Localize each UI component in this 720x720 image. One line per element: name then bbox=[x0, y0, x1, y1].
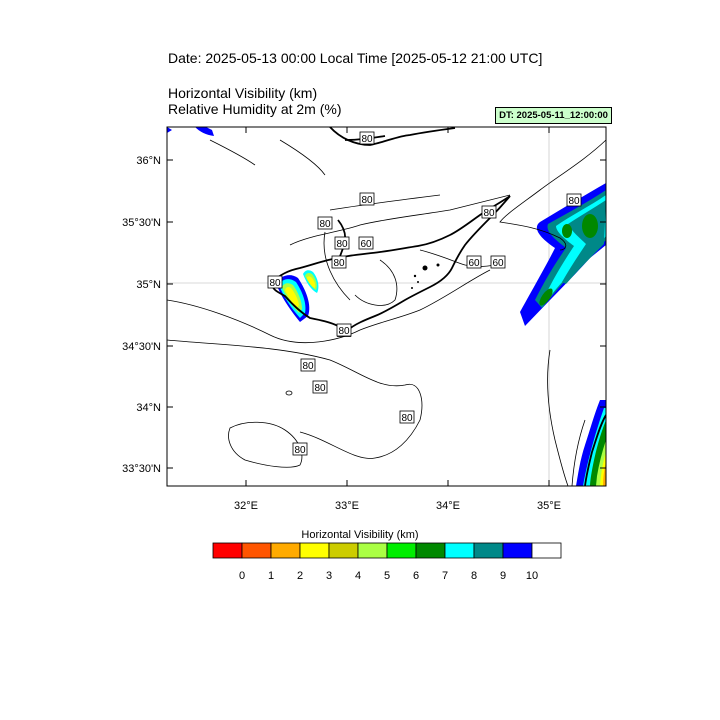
map-plot-area bbox=[167, 127, 606, 486]
lat-label: 35°N bbox=[136, 279, 161, 291]
contour-line bbox=[279, 139, 326, 176]
svg-text:80: 80 bbox=[314, 383, 326, 394]
contour-line bbox=[228, 421, 303, 468]
lon-label: 35°E bbox=[537, 500, 561, 512]
contour-line bbox=[167, 339, 423, 459]
svg-text:80: 80 bbox=[568, 196, 580, 207]
levant-coastline bbox=[584, 414, 606, 486]
svg-text:80: 80 bbox=[319, 219, 331, 230]
contour-line bbox=[571, 419, 586, 486]
lat-label: 34°30'N bbox=[122, 341, 161, 353]
visibility-shading-east bbox=[520, 183, 606, 326]
svg-text:80: 80 bbox=[361, 195, 373, 206]
lon-label: 34°E bbox=[436, 500, 460, 512]
lat-label: 34°N bbox=[136, 402, 161, 414]
turkey-coastline bbox=[329, 127, 456, 146]
colorbar-tick-label: 4 bbox=[355, 570, 361, 582]
svg-text:60: 60 bbox=[468, 258, 480, 269]
colorbar-swatch bbox=[415, 542, 446, 559]
contour-label: 80 bbox=[359, 192, 375, 206]
contour-line bbox=[209, 139, 256, 166]
colorbar-swatch bbox=[502, 542, 533, 559]
colorbar-tick-label: 1 bbox=[268, 570, 274, 582]
contour-line bbox=[547, 349, 569, 486]
colorbar-swatch bbox=[299, 542, 330, 559]
variable-title-visibility: Horizontal Visibility (km) bbox=[168, 85, 318, 101]
cyprus-details bbox=[411, 263, 440, 289]
latitude-axis: 36°N 35°30'N 35°N 34°30'N 34°N 33°30'N bbox=[122, 155, 606, 475]
colorbar-swatch bbox=[531, 542, 562, 559]
svg-text:80: 80 bbox=[269, 278, 281, 289]
colorbar-title: Horizontal Visibility (km) bbox=[301, 529, 419, 541]
visibility-shading-northwest bbox=[167, 127, 214, 136]
colorbar-swatch bbox=[386, 542, 417, 559]
visibility-shading-southeast bbox=[576, 400, 606, 486]
coastlines bbox=[271, 127, 606, 486]
contour-line bbox=[354, 259, 398, 306]
contour-label: 80 bbox=[359, 131, 375, 145]
longitude-axis: 32°E 33°E 34°E 35°E bbox=[234, 127, 561, 512]
svg-text:80: 80 bbox=[361, 134, 373, 145]
contour-line bbox=[167, 269, 491, 343]
svg-text:80: 80 bbox=[483, 208, 495, 219]
colorbar-tick-label: 10 bbox=[526, 570, 538, 582]
dt-badge: DT: 2025-05-11_12:00:00 bbox=[495, 107, 612, 124]
svg-text:60: 60 bbox=[360, 239, 372, 250]
graticule bbox=[167, 127, 606, 486]
colorbar-tick-label: 2 bbox=[297, 570, 303, 582]
colorbar-swatch bbox=[444, 542, 475, 559]
colorbar-tick-label: 7 bbox=[442, 570, 448, 582]
contour-label: 80 bbox=[300, 358, 316, 372]
colorbar-tick-label: 8 bbox=[471, 570, 477, 582]
contour-label: 80 bbox=[312, 380, 328, 394]
colorbar-swatch bbox=[212, 542, 243, 559]
colorbar-tick-label: 3 bbox=[326, 570, 332, 582]
contour-label: 60 bbox=[466, 255, 482, 269]
visibility-shading-west-cyprus bbox=[276, 207, 493, 322]
svg-text:80: 80 bbox=[338, 326, 350, 337]
contour-label: 60 bbox=[490, 255, 506, 269]
svg-text:80: 80 bbox=[401, 413, 413, 424]
contour-label: 80 bbox=[334, 236, 350, 250]
contour-label: 80 bbox=[267, 275, 283, 289]
humidity-contours bbox=[167, 139, 606, 486]
contour-label: 80 bbox=[331, 255, 347, 269]
lat-label: 33°30'N bbox=[122, 463, 161, 475]
svg-text:80: 80 bbox=[294, 445, 306, 456]
colorbar-swatch bbox=[328, 542, 359, 559]
map-frame bbox=[166, 126, 607, 487]
contour-label: 80 bbox=[566, 193, 582, 207]
contour-line bbox=[285, 390, 293, 396]
colorbar-swatch bbox=[473, 542, 504, 559]
svg-text:80: 80 bbox=[333, 258, 345, 269]
contour-label: 80 bbox=[481, 205, 497, 219]
lat-label: 35°30'N bbox=[122, 217, 161, 229]
contour-line bbox=[323, 231, 351, 301]
date-title: Date: 2025-05-13 00:00 Local Time [2025-… bbox=[168, 50, 543, 66]
contour-label: 80 bbox=[399, 410, 415, 424]
contour-line bbox=[499, 139, 606, 251]
svg-text:80: 80 bbox=[302, 361, 314, 372]
colorbar-swatch bbox=[357, 542, 388, 559]
svg-text:80: 80 bbox=[336, 239, 348, 250]
colorbar-tick-label: 0 bbox=[239, 570, 245, 582]
lat-label: 36°N bbox=[136, 155, 161, 167]
lon-label: 32°E bbox=[234, 500, 258, 512]
contour-label: 60 bbox=[358, 236, 374, 250]
colorbar-tick-label: 9 bbox=[500, 570, 506, 582]
contour-label: 80 bbox=[336, 323, 352, 337]
colorbar: 0 1 2 3 4 5 6 7 8 9 10 bbox=[212, 542, 562, 582]
contour-label: 80 bbox=[317, 216, 333, 230]
svg-text:60: 60 bbox=[492, 258, 504, 269]
contour-line bbox=[329, 194, 441, 211]
variable-title-humidity: Relative Humidity at 2m (%) bbox=[168, 101, 342, 117]
colorbar-tick-label: 6 bbox=[413, 570, 419, 582]
contour-label: 80 bbox=[292, 442, 308, 456]
lon-label: 33°E bbox=[335, 500, 359, 512]
colorbar-tick-label: 5 bbox=[384, 570, 390, 582]
colorbar-swatch bbox=[241, 542, 272, 559]
colorbar-swatch bbox=[270, 542, 301, 559]
